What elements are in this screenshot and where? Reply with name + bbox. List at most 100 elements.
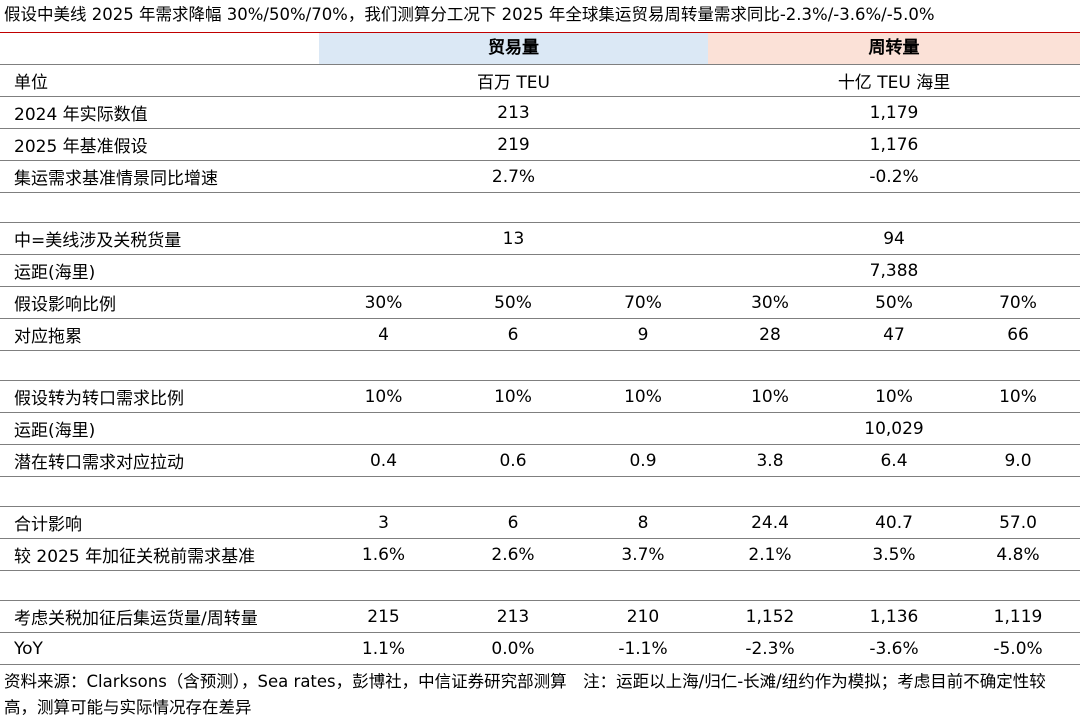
cell: 4 bbox=[319, 318, 448, 351]
cell: 30% bbox=[708, 286, 832, 319]
cell: 6 bbox=[448, 506, 578, 539]
row-label: 对应拖累 bbox=[0, 318, 319, 351]
spacer-cell bbox=[0, 476, 1080, 507]
cell: 1,179 bbox=[708, 96, 1080, 129]
cell: 10% bbox=[956, 380, 1080, 413]
cell: 3 bbox=[319, 506, 448, 539]
cell: 0.9 bbox=[578, 444, 708, 477]
cell: 70% bbox=[956, 286, 1080, 319]
cell: -2.3% bbox=[708, 632, 832, 665]
table-row: 考虑关税加征后集运货量/周转量 215 213 210 1,152 1,136 … bbox=[0, 600, 1080, 633]
spacer-row bbox=[0, 350, 1080, 381]
table-row: 运距(海里) 7,388 bbox=[0, 254, 1080, 287]
cell: 66 bbox=[956, 318, 1080, 351]
cell: 219 bbox=[319, 128, 708, 161]
cell: 10% bbox=[708, 380, 832, 413]
trade-volume-header: 贸易量 bbox=[488, 38, 539, 58]
cell: -3.6% bbox=[832, 632, 956, 665]
cell: -1.1% bbox=[578, 632, 708, 665]
cell: 0.4 bbox=[319, 444, 448, 477]
row-label: 2024 年实际数值 bbox=[0, 96, 319, 129]
source-note: 资料来源：Clarksons（含预测），Sea rates，彭博社，中信证券研究… bbox=[4, 672, 1046, 717]
table-row: 潜在转口需求对应拉动 0.4 0.6 0.9 3.8 6.4 9.0 bbox=[0, 444, 1080, 477]
trade-header-bg bbox=[319, 33, 708, 64]
cell: 7,388 bbox=[708, 254, 1080, 287]
cell: 6 bbox=[448, 318, 578, 351]
cell: 213 bbox=[319, 96, 708, 129]
cell: 3.7% bbox=[578, 538, 708, 571]
cell: 213 bbox=[448, 600, 578, 633]
cell: 8 bbox=[578, 506, 708, 539]
cell bbox=[319, 412, 708, 445]
row-label: 假设转为转口需求比例 bbox=[0, 380, 319, 413]
row-label: 较 2025 年加征关税前需求基准 bbox=[0, 538, 319, 571]
row-label: 集运需求基准情景同比增速 bbox=[0, 160, 319, 193]
spacer-row bbox=[0, 476, 1080, 507]
table-row: 合计影响 3 6 8 24.4 40.7 57.0 bbox=[0, 506, 1080, 539]
row-label: 潜在转口需求对应拉动 bbox=[0, 444, 319, 477]
table-row: 2025 年基准假设 219 1,176 bbox=[0, 128, 1080, 161]
cell: 9 bbox=[578, 318, 708, 351]
table-row: 对应拖累 4 6 9 28 47 66 bbox=[0, 318, 1080, 351]
cell: 1,176 bbox=[708, 128, 1080, 161]
table-row: 单位 百万 TEU 十亿 TEU 海里 bbox=[0, 65, 1080, 97]
table-row: 假设影响比例 30% 50% 70% 30% 50% 70% bbox=[0, 286, 1080, 319]
table-row: 假设转为转口需求比例 10% 10% 10% 10% 10% 10% bbox=[0, 380, 1080, 413]
group-header-row: 贸易量 周转量 bbox=[0, 33, 1080, 65]
row-label: 假设影响比例 bbox=[0, 286, 319, 319]
cell: 57.0 bbox=[956, 506, 1080, 539]
cell: 2.1% bbox=[708, 538, 832, 571]
cell: 50% bbox=[832, 286, 956, 319]
cell: 6.4 bbox=[832, 444, 956, 477]
cell: 50% bbox=[448, 286, 578, 319]
cell: 47 bbox=[832, 318, 956, 351]
row-label: 合计影响 bbox=[0, 506, 319, 539]
data-table: 单位 百万 TEU 十亿 TEU 海里 2024 年实际数值 213 1,179… bbox=[0, 65, 1080, 665]
cell: 210 bbox=[578, 600, 708, 633]
row-label: YoY bbox=[0, 632, 319, 665]
spacer-row bbox=[0, 570, 1080, 601]
cell: 0.0% bbox=[448, 632, 578, 665]
cell: 0.6 bbox=[448, 444, 578, 477]
table-row: 集运需求基准情景同比增速 2.7% -0.2% bbox=[0, 160, 1080, 193]
cell: 9.0 bbox=[956, 444, 1080, 477]
table-title: 假设中美线 2025 年需求降幅 30%/50%/70%，我们测算分工况下 20… bbox=[0, 0, 1080, 33]
cell: 28 bbox=[708, 318, 832, 351]
cell: 1,136 bbox=[832, 600, 956, 633]
cell: 30% bbox=[319, 286, 448, 319]
table-row: 2024 年实际数值 213 1,179 bbox=[0, 96, 1080, 129]
cell: 24.4 bbox=[708, 506, 832, 539]
cell: 10% bbox=[832, 380, 956, 413]
cell: 3.5% bbox=[832, 538, 956, 571]
cell: 十亿 TEU 海里 bbox=[708, 65, 1080, 97]
cell: 10% bbox=[578, 380, 708, 413]
table-row: 中=美线涉及关税货量 13 94 bbox=[0, 222, 1080, 255]
cell: 1,152 bbox=[708, 600, 832, 633]
spacer-cell bbox=[0, 570, 1080, 601]
table-row: 运距(海里) 10,029 bbox=[0, 412, 1080, 445]
spacer-cell bbox=[0, 350, 1080, 381]
cell: 1.1% bbox=[319, 632, 448, 665]
cell: 3.8 bbox=[708, 444, 832, 477]
cell: 70% bbox=[578, 286, 708, 319]
table-row: YoY 1.1% 0.0% -1.1% -2.3% -3.6% -5.0% bbox=[0, 632, 1080, 665]
cell: 1.6% bbox=[319, 538, 448, 571]
cell: 94 bbox=[708, 222, 1080, 255]
cell: -0.2% bbox=[708, 160, 1080, 193]
cell: 10% bbox=[319, 380, 448, 413]
turnover-header-bg bbox=[708, 33, 1080, 64]
cell: 10,029 bbox=[708, 412, 1080, 445]
cell: 百万 TEU bbox=[319, 65, 708, 97]
row-label: 单位 bbox=[0, 65, 319, 97]
cell: 4.8% bbox=[956, 538, 1080, 571]
spacer-row bbox=[0, 192, 1080, 223]
cell: 2.7% bbox=[319, 160, 708, 193]
cell: 10% bbox=[448, 380, 578, 413]
cell: 2.6% bbox=[448, 538, 578, 571]
row-label: 2025 年基准假设 bbox=[0, 128, 319, 161]
cell: 1,119 bbox=[956, 600, 1080, 633]
spacer-cell bbox=[0, 192, 1080, 223]
row-label: 运距(海里) bbox=[0, 254, 319, 287]
table-row: 较 2025 年加征关税前需求基准 1.6% 2.6% 3.7% 2.1% 3.… bbox=[0, 538, 1080, 571]
cell: 215 bbox=[319, 600, 448, 633]
